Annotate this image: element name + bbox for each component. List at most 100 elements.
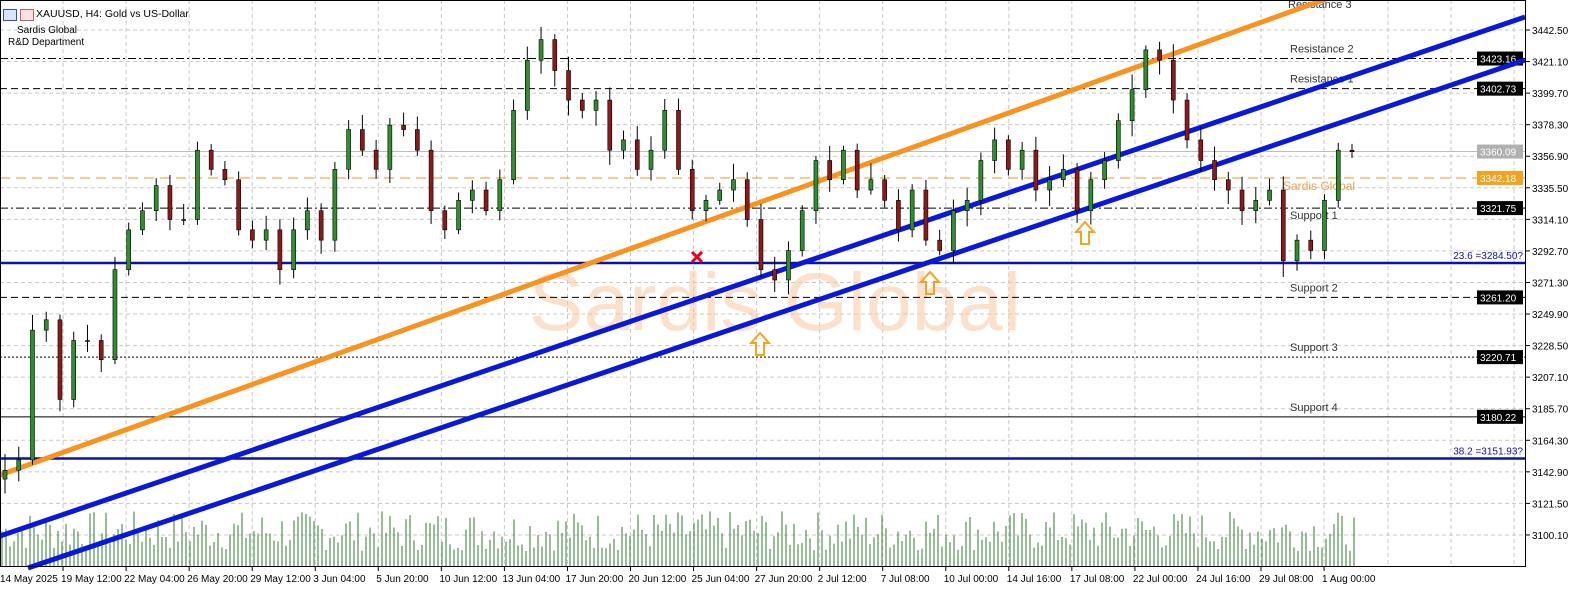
bull-candle — [1322, 200, 1327, 251]
bear-candle — [689, 169, 695, 211]
bull-candle — [703, 200, 709, 211]
chart-title: XAUUSD, H4: Gold vs US-Dollar — [36, 8, 189, 20]
price-label-box — [1477, 170, 1523, 185]
bear-candle — [676, 110, 681, 170]
x-tick-label: 2 Jul 12:00 — [818, 574, 867, 585]
bear-candle — [236, 179, 241, 231]
bear-candle — [1033, 149, 1039, 191]
y-tick-label: 3121.50 — [1532, 499, 1569, 510]
y-tick-label: 3442.50 — [1532, 26, 1569, 37]
x-tick-label: 29 Jul 08:00 — [1259, 574, 1314, 585]
bull-candle — [1253, 200, 1259, 211]
bull-candle — [181, 219, 186, 221]
bear-candle — [579, 99, 585, 111]
chart-template-icon[interactable] — [20, 9, 34, 21]
y-tick-label: 3421.10 — [1532, 58, 1569, 69]
y-tick-label: 3228.50 — [1532, 342, 1569, 353]
fib-label: 38.2 =3151.93? — [1453, 447, 1523, 458]
y-tick-label: 3164.30 — [1532, 436, 1569, 447]
price-label: 3220.71 — [1480, 353, 1517, 364]
y-tick-label: 3249.90 — [1532, 310, 1569, 321]
bear-candle — [854, 149, 860, 191]
x-tick-label: 26 May 20:00 — [187, 574, 248, 585]
bear-candle — [937, 239, 942, 251]
bear-candle — [1225, 179, 1231, 191]
x-tick-label: 19 May 12:00 — [61, 574, 122, 585]
bear-candle — [552, 39, 558, 71]
price-label: 3342.18 — [1480, 174, 1517, 185]
bear-candle — [250, 229, 255, 241]
x-tick-label: 20 Jun 12:00 — [629, 574, 687, 585]
x-tick-label: 22 May 04:00 — [124, 574, 185, 585]
bull-candle — [978, 160, 984, 201]
company-name: Sardis Global — [17, 25, 78, 36]
bear-candle — [1239, 189, 1245, 211]
price-label-box — [1477, 350, 1523, 365]
bull-candle — [140, 210, 145, 231]
bull-candle — [71, 340, 77, 400]
bear-candle — [1157, 49, 1162, 61]
y-tick-label: 3207.10 — [1532, 373, 1569, 384]
bull-candle — [291, 229, 296, 270]
bear-candle — [373, 149, 379, 170]
price-label: 3321.75 — [1480, 204, 1517, 215]
bull-candle — [387, 124, 393, 170]
bull-candle — [1267, 189, 1272, 201]
bull-candle — [662, 110, 668, 151]
list-icon[interactable] — [3, 9, 17, 21]
bull-candle — [992, 139, 997, 161]
bull-candle — [1061, 169, 1066, 181]
bear-candle — [1198, 139, 1204, 161]
department-name: R&D Department — [8, 37, 85, 48]
bull-candle — [43, 319, 49, 331]
bull-candle — [621, 139, 626, 151]
x-tick-label: 24 Jul 16:00 — [1196, 574, 1251, 585]
level-label: Resistance 2 — [1290, 44, 1354, 56]
bear-candle — [98, 340, 104, 360]
bull-candle — [717, 189, 723, 201]
price-label: 3423.16 — [1480, 55, 1517, 66]
up-arrow-icon — [1073, 220, 1097, 245]
x-tick-label: 1 Aug 00:00 — [1322, 574, 1376, 585]
bull-candle — [868, 179, 874, 191]
x-tick-label: 25 Jun 04:00 — [692, 574, 750, 585]
cross-icon — [690, 250, 704, 264]
y-tick-label: 3292.70 — [1532, 247, 1569, 258]
bull-candle — [305, 210, 310, 231]
bull-candle — [841, 149, 846, 181]
bull-candle — [153, 185, 159, 211]
bull-candle — [813, 160, 819, 211]
trend-line-blue-upper — [0, 14, 1526, 539]
bear-candle — [566, 70, 571, 101]
bear-candle — [208, 149, 214, 170]
bull-candle — [1143, 49, 1149, 91]
y-tick-label: 3399.70 — [1532, 89, 1569, 100]
price-label: 3180.22 — [1480, 413, 1517, 424]
bull-candle — [786, 250, 791, 281]
bull-candle — [951, 210, 956, 251]
level-label: Support 3 — [1290, 342, 1338, 354]
bear-candle — [428, 149, 434, 211]
bull-candle — [30, 329, 35, 461]
bear-candle — [896, 200, 901, 231]
level-label: Support 1 — [1290, 210, 1338, 222]
bear-candle — [1280, 189, 1286, 262]
bear-candle — [634, 139, 640, 170]
x-tick-label: 10 Jun 12:00 — [439, 574, 497, 585]
x-tick-label: 5 Jun 20:00 — [376, 574, 429, 585]
plot-frame — [0, 0, 1526, 567]
y-tick-label: 3142.90 — [1532, 468, 1569, 479]
x-tick-label: 17 Jun 20:00 — [565, 574, 623, 585]
bull-candle — [1335, 149, 1341, 201]
bear-candle — [607, 99, 613, 151]
bull-candle — [470, 189, 475, 201]
bull-candle — [1019, 149, 1025, 170]
bull-candle — [16, 459, 22, 471]
bear-candle — [360, 129, 365, 151]
bull-candle — [648, 149, 654, 170]
y-tick-label: 3378.30 — [1532, 121, 1569, 132]
bear-candle — [772, 269, 778, 281]
bear-candle — [222, 169, 228, 181]
bear-candle — [1308, 239, 1314, 251]
